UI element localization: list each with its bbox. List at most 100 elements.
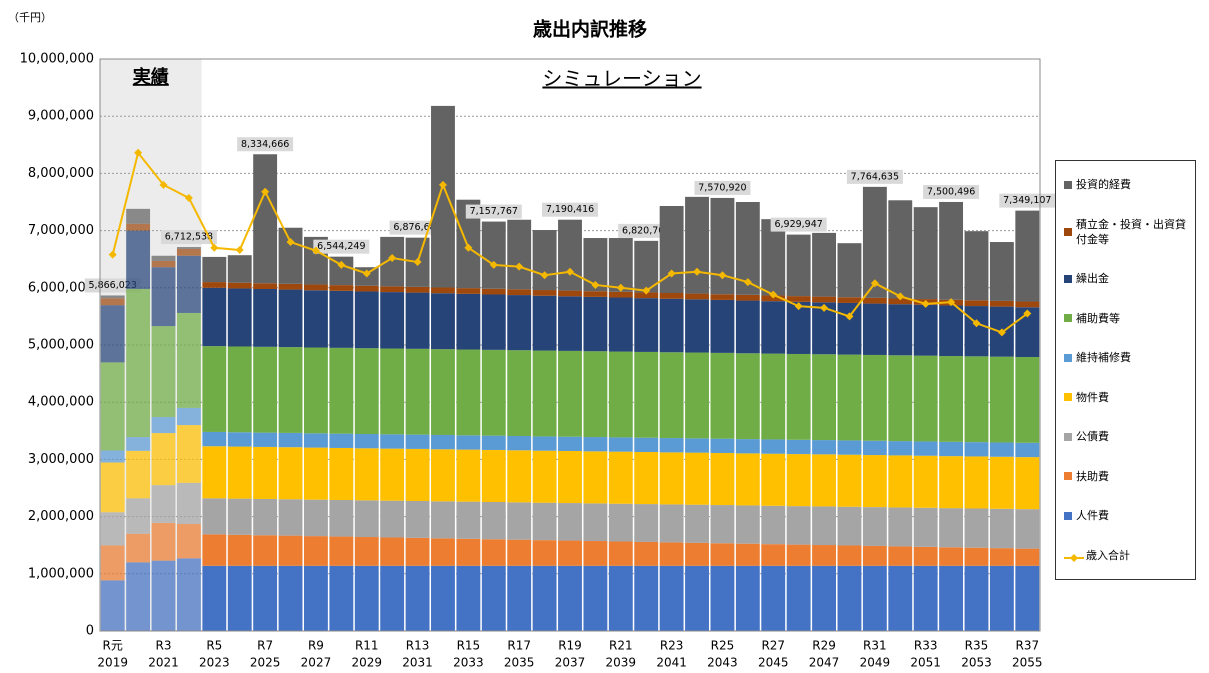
bar-segment	[354, 537, 379, 566]
bar-segment	[431, 501, 455, 539]
legend-label: 人件費	[1076, 509, 1109, 523]
bar-segment	[354, 565, 379, 631]
bar-segment	[634, 541, 659, 566]
bar-segment	[608, 565, 633, 631]
bar-segment	[608, 503, 633, 542]
bar-segment	[812, 296, 836, 303]
bar-segment	[481, 502, 506, 540]
y-tick-label: 0	[86, 624, 94, 639]
x-tick-year: 2039	[606, 656, 637, 670]
bar-segment	[507, 539, 532, 566]
bar-segment	[532, 540, 557, 566]
bar-segment	[583, 296, 608, 352]
x-tick-label: R31	[863, 639, 887, 653]
bar-segment	[126, 562, 151, 631]
bar-segment	[304, 565, 328, 631]
bar-segment	[761, 353, 786, 440]
x-tick-label: R23	[660, 639, 684, 653]
bar-segment	[964, 300, 989, 307]
bar-segment	[1015, 210, 1040, 302]
bar-segment	[481, 539, 506, 566]
line-marker	[184, 193, 193, 202]
line-marker	[693, 267, 702, 276]
x-tick-label: R21	[609, 639, 633, 653]
bar-segment	[1015, 509, 1040, 549]
bar-segment	[786, 454, 811, 507]
line-marker	[210, 243, 219, 252]
bar-segment	[888, 298, 913, 305]
legend-swatch	[1064, 314, 1072, 323]
x-tick-year: 2023	[199, 656, 230, 670]
bar-segment	[989, 300, 1014, 307]
bar-segment	[481, 435, 506, 450]
bar-segment	[989, 356, 1014, 443]
legend-label: 維持補修費	[1076, 351, 1131, 365]
bar-segment	[431, 565, 455, 631]
bar-segment	[735, 202, 760, 295]
line-marker	[388, 254, 397, 263]
line-marker	[515, 262, 524, 271]
bar-segment	[405, 292, 430, 349]
bar-segment	[202, 287, 227, 347]
bar-segment	[507, 295, 532, 351]
line-marker	[997, 328, 1006, 337]
x-tick-label: R19	[558, 639, 582, 653]
bar-segment	[202, 256, 227, 283]
legend-label: 積立金・投資・出資貸付金等	[1076, 217, 1186, 246]
bar-segment	[329, 285, 354, 291]
bar-segment	[481, 565, 506, 631]
bar-segment	[939, 456, 964, 509]
bar-segment	[608, 297, 633, 352]
bar-segment	[735, 453, 760, 506]
bar-segment	[481, 349, 506, 436]
bar-segment	[507, 436, 532, 451]
line-marker	[947, 298, 956, 307]
bar-segment	[278, 227, 303, 284]
bar-segment	[761, 219, 786, 296]
bar-segment	[862, 565, 887, 631]
y-tick-label: 4,000,000	[28, 395, 94, 410]
x-tick-label: R17	[507, 639, 531, 653]
bar-segment	[837, 454, 862, 507]
plot-border	[99, 58, 1041, 632]
bar-segment	[278, 447, 303, 500]
bar-segment	[1015, 565, 1040, 631]
bar-segment	[558, 296, 582, 351]
bar-segment	[761, 301, 786, 354]
bar-segment	[786, 506, 811, 545]
bar-segment	[456, 349, 481, 436]
bar-segment	[405, 537, 430, 566]
bar-segment	[202, 346, 227, 432]
bar-segment	[176, 407, 201, 426]
bar-segment	[837, 243, 862, 298]
line-marker	[591, 280, 600, 289]
line-marker	[235, 246, 244, 255]
line-marker	[794, 302, 803, 311]
bar-segment	[862, 455, 887, 508]
line-marker	[642, 286, 651, 295]
bar-segment	[151, 260, 176, 268]
bar-segment	[558, 290, 582, 297]
x-tick-label: R27	[761, 639, 785, 653]
bar-segment	[253, 432, 278, 447]
bar-segment	[227, 432, 252, 447]
bar-segment	[202, 565, 227, 631]
chart-title: 歳出内訳推移	[533, 18, 647, 41]
y-tick-label: 3,000,000	[28, 452, 94, 467]
bar-segment	[202, 498, 227, 535]
legend-swatch	[1064, 274, 1072, 283]
bar-segment	[710, 505, 735, 544]
bar-segment	[735, 565, 760, 631]
bar-segment	[278, 283, 303, 290]
bar-segment	[659, 542, 684, 566]
bar-segment	[380, 348, 405, 435]
bar-segment	[685, 352, 709, 439]
annotation: シミュレーション	[542, 67, 701, 91]
bar-segment	[659, 504, 684, 543]
bar-segment	[659, 438, 684, 453]
bar-segment	[659, 452, 684, 505]
bar-segment	[126, 230, 151, 289]
bar-segment	[964, 442, 989, 457]
line-marker	[667, 269, 676, 278]
x-tick-label: R3	[156, 639, 172, 653]
